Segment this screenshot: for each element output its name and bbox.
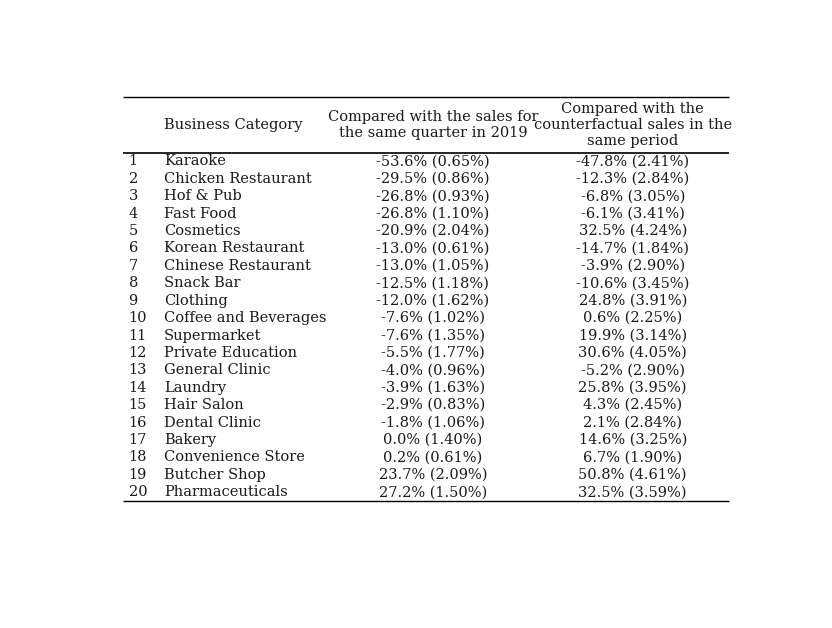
Text: -3.9% (2.90%): -3.9% (2.90%) bbox=[581, 259, 685, 273]
Text: -4.0% (0.96%): -4.0% (0.96%) bbox=[381, 364, 485, 377]
Text: Private Education: Private Education bbox=[164, 346, 297, 360]
Text: Snack Bar: Snack Bar bbox=[164, 276, 240, 290]
Text: -12.3% (2.84%): -12.3% (2.84%) bbox=[576, 172, 690, 186]
Text: 5: 5 bbox=[128, 224, 138, 238]
Text: 17: 17 bbox=[128, 433, 147, 447]
Text: Compared with the sales for
the same quarter in 2019: Compared with the sales for the same qua… bbox=[328, 110, 538, 140]
Text: -47.8% (2.41%): -47.8% (2.41%) bbox=[577, 154, 689, 168]
Text: 4: 4 bbox=[128, 207, 138, 220]
Text: -13.0% (0.61%): -13.0% (0.61%) bbox=[376, 242, 489, 256]
Text: 6: 6 bbox=[128, 242, 138, 256]
Text: Convenience Store: Convenience Store bbox=[164, 450, 305, 464]
Text: 25.8% (3.95%): 25.8% (3.95%) bbox=[578, 381, 687, 395]
Text: Business Category: Business Category bbox=[164, 118, 303, 132]
Text: Clothing: Clothing bbox=[164, 294, 228, 308]
Text: -13.0% (1.05%): -13.0% (1.05%) bbox=[376, 259, 489, 273]
Text: -7.6% (1.02%): -7.6% (1.02%) bbox=[381, 311, 485, 325]
Text: 19.9% (3.14%): 19.9% (3.14%) bbox=[579, 328, 686, 342]
Text: 0.2% (0.61%): 0.2% (0.61%) bbox=[384, 450, 483, 464]
Text: 18: 18 bbox=[128, 450, 147, 464]
Text: Supermarket: Supermarket bbox=[164, 328, 261, 342]
Text: 50.8% (4.61%): 50.8% (4.61%) bbox=[578, 468, 687, 482]
Text: General Clinic: General Clinic bbox=[164, 364, 270, 377]
Text: -10.6% (3.45%): -10.6% (3.45%) bbox=[576, 276, 690, 290]
Text: Hof & Pub: Hof & Pub bbox=[164, 189, 242, 203]
Text: 30.6% (4.05%): 30.6% (4.05%) bbox=[578, 346, 687, 360]
Text: Chicken Restaurant: Chicken Restaurant bbox=[164, 172, 312, 186]
Text: 6.7% (1.90%): 6.7% (1.90%) bbox=[583, 450, 682, 464]
Text: 1: 1 bbox=[128, 154, 137, 168]
Text: Dental Clinic: Dental Clinic bbox=[164, 416, 261, 430]
Text: 20: 20 bbox=[128, 485, 147, 499]
Text: 14: 14 bbox=[128, 381, 147, 395]
Text: -7.6% (1.35%): -7.6% (1.35%) bbox=[381, 328, 485, 342]
Text: -2.9% (0.83%): -2.9% (0.83%) bbox=[381, 398, 485, 412]
Text: -5.5% (1.77%): -5.5% (1.77%) bbox=[381, 346, 485, 360]
Text: 24.8% (3.91%): 24.8% (3.91%) bbox=[578, 294, 687, 308]
Text: -53.6% (0.65%): -53.6% (0.65%) bbox=[376, 154, 490, 168]
Text: Butcher Shop: Butcher Shop bbox=[164, 468, 265, 482]
Text: 8: 8 bbox=[128, 276, 138, 290]
Text: Pharmaceuticals: Pharmaceuticals bbox=[164, 485, 288, 499]
Text: 2: 2 bbox=[128, 172, 138, 186]
Text: -20.9% (2.04%): -20.9% (2.04%) bbox=[376, 224, 489, 238]
Text: -26.8% (0.93%): -26.8% (0.93%) bbox=[376, 189, 490, 203]
Text: -6.1% (3.41%): -6.1% (3.41%) bbox=[581, 207, 685, 220]
Text: 0.0% (1.40%): 0.0% (1.40%) bbox=[384, 433, 483, 447]
Text: 7: 7 bbox=[128, 259, 138, 273]
Text: -3.9% (1.63%): -3.9% (1.63%) bbox=[381, 381, 485, 395]
Text: 32.5% (4.24%): 32.5% (4.24%) bbox=[578, 224, 687, 238]
Text: Coffee and Beverages: Coffee and Beverages bbox=[164, 311, 326, 325]
Text: 11: 11 bbox=[128, 328, 146, 342]
Text: -1.8% (1.06%): -1.8% (1.06%) bbox=[381, 416, 485, 430]
Text: Cosmetics: Cosmetics bbox=[164, 224, 240, 238]
Text: Fast Food: Fast Food bbox=[164, 207, 236, 220]
Text: 15: 15 bbox=[128, 398, 147, 412]
Text: -14.7% (1.84%): -14.7% (1.84%) bbox=[577, 242, 689, 256]
Text: 3: 3 bbox=[128, 189, 138, 203]
Text: 32.5% (3.59%): 32.5% (3.59%) bbox=[578, 485, 687, 499]
Text: Karaoke: Karaoke bbox=[164, 154, 225, 168]
Text: Laundry: Laundry bbox=[164, 381, 226, 395]
Text: 12: 12 bbox=[128, 346, 147, 360]
Text: -12.0% (1.62%): -12.0% (1.62%) bbox=[376, 294, 489, 308]
Text: Compared with the
counterfactual sales in the
same period: Compared with the counterfactual sales i… bbox=[533, 102, 732, 148]
Text: 4.3% (2.45%): 4.3% (2.45%) bbox=[583, 398, 682, 412]
Text: Bakery: Bakery bbox=[164, 433, 216, 447]
Text: 13: 13 bbox=[128, 364, 147, 377]
Text: -6.8% (3.05%): -6.8% (3.05%) bbox=[581, 189, 685, 203]
Text: 2.1% (2.84%): 2.1% (2.84%) bbox=[583, 416, 682, 430]
Text: Chinese Restaurant: Chinese Restaurant bbox=[164, 259, 311, 273]
Text: -12.5% (1.18%): -12.5% (1.18%) bbox=[376, 276, 489, 290]
Text: -26.8% (1.10%): -26.8% (1.10%) bbox=[376, 207, 489, 220]
Text: 10: 10 bbox=[128, 311, 147, 325]
Text: 9: 9 bbox=[128, 294, 138, 308]
Text: Hair Salon: Hair Salon bbox=[164, 398, 244, 412]
Text: 0.6% (2.25%): 0.6% (2.25%) bbox=[583, 311, 682, 325]
Text: 14.6% (3.25%): 14.6% (3.25%) bbox=[578, 433, 687, 447]
Text: 27.2% (1.50%): 27.2% (1.50%) bbox=[379, 485, 487, 499]
Text: 23.7% (2.09%): 23.7% (2.09%) bbox=[379, 468, 487, 482]
Text: 19: 19 bbox=[128, 468, 147, 482]
Text: Korean Restaurant: Korean Restaurant bbox=[164, 242, 305, 256]
Text: 16: 16 bbox=[128, 416, 147, 430]
Text: -29.5% (0.86%): -29.5% (0.86%) bbox=[376, 172, 489, 186]
Text: -5.2% (2.90%): -5.2% (2.90%) bbox=[581, 364, 685, 377]
